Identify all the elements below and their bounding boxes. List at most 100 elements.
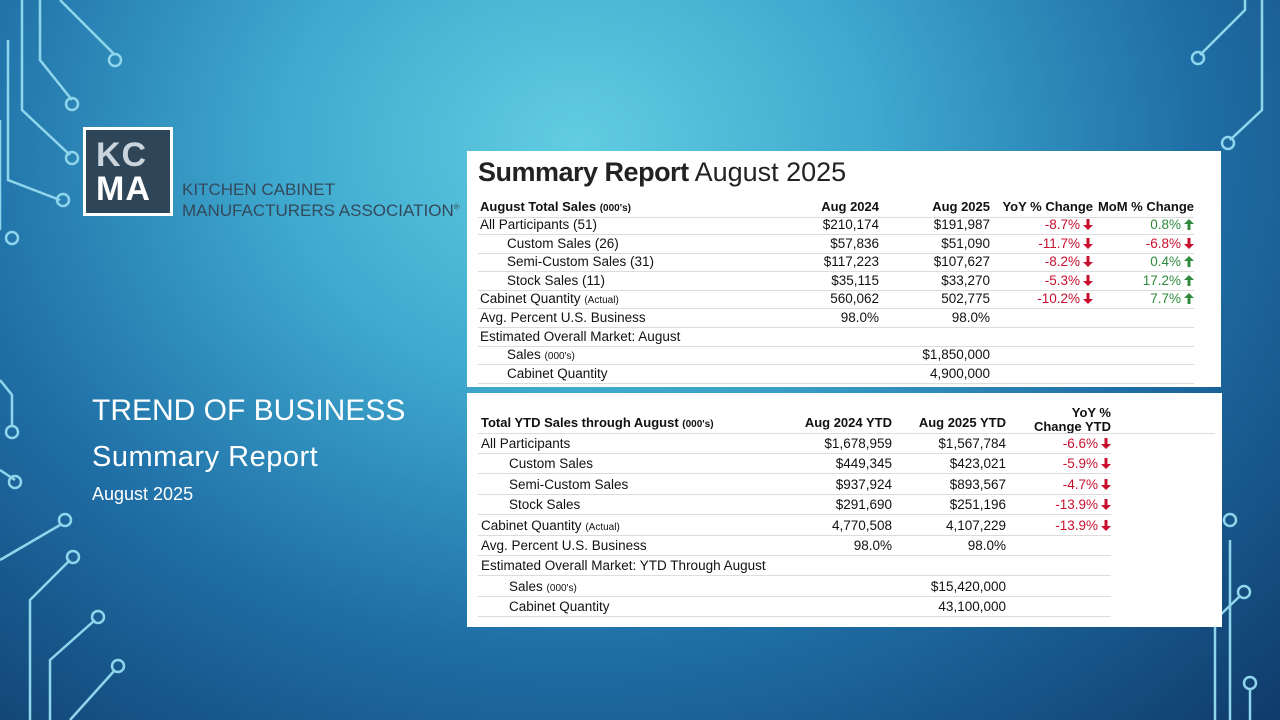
row-label: Cabinet Quantity: [509, 599, 610, 615]
down-arrow: [1083, 293, 1093, 305]
value-cell: $57,836: [830, 236, 879, 252]
cell-text: Sales: [509, 578, 543, 594]
cell-text: Aug 2024: [821, 199, 879, 214]
cell-text: 4,900,000: [929, 365, 990, 381]
row-rule: [478, 364, 1194, 366]
cell-text: $291,690: [835, 497, 892, 513]
cell-text: 0.8%: [1150, 217, 1181, 232]
cell-text: -13.9%: [1055, 497, 1098, 513]
row-rule: [478, 534, 1111, 536]
cell-text: 0.4%: [1150, 254, 1181, 270]
down-arrow: [1083, 219, 1093, 230]
value-cell: 98.0%: [968, 538, 1006, 554]
slide-date: August 2025: [92, 484, 194, 504]
cell-text: Aug 2024 YTD: [804, 415, 892, 430]
value-cell: $117,223: [824, 254, 879, 270]
cell-text: Semi-Custom Sales (31): [507, 254, 655, 270]
change-cell: -10.2%: [1037, 291, 1093, 307]
change-cell: -5.9%: [1063, 456, 1111, 472]
row-label: Avg. Percent U.S. Business: [480, 310, 646, 326]
cell-text: -8.7%: [1044, 217, 1080, 232]
cell-text: $1,567,784: [938, 436, 1006, 451]
row-label: Semi-Custom Sales: [509, 477, 628, 493]
cell-text: Cabinet Quantity: [509, 599, 610, 615]
change-cell: -8.7%: [1045, 217, 1093, 233]
row-rule: [478, 473, 1111, 475]
logo-box: KC MA: [83, 127, 173, 216]
cell-text: 98.0%: [951, 310, 990, 325]
cell-text: Avg. Percent U.S. Business: [481, 538, 647, 553]
up-arrow: [1184, 256, 1194, 268]
change-cell: -6.8%: [1146, 236, 1194, 252]
header-cell: Aug 2024 YTD: [805, 415, 892, 431]
row-label: Custom Sales: [509, 456, 593, 472]
row-label: Stock Sales (11): [507, 273, 605, 289]
row-rule: [478, 271, 1194, 273]
row-rule: [478, 345, 1194, 347]
ytd-panel: Total YTD Sales through August (000's) Au…: [467, 393, 1222, 627]
value-cell: $251,196: [950, 497, 1006, 513]
cell-text: 4,107,229: [945, 517, 1006, 533]
row-rule: [478, 382, 1194, 384]
cell-text: $191,987: [933, 217, 990, 232]
value-cell: $893,567: [950, 477, 1006, 493]
change-cell: -8.2%: [1045, 254, 1093, 270]
logo-letters: KC: [96, 136, 148, 174]
value-cell: 98.0%: [854, 538, 892, 554]
up-arrow: [1184, 274, 1194, 286]
row-label: All Participants: [481, 436, 570, 452]
cell-text: Estimated Overall Market: YTD Through Au…: [481, 558, 766, 574]
cell-text: $449,345: [835, 456, 892, 472]
change-cell: 0.4%: [1150, 254, 1194, 270]
row-label: Semi-Custom Sales (31): [507, 254, 654, 270]
cell-text: Stock Sales (11): [507, 272, 606, 288]
cell-note: (000's): [599, 203, 631, 214]
change-cell: -11.7%: [1038, 236, 1093, 252]
row-rule: [478, 327, 1194, 328]
row-rule: [478, 453, 1111, 454]
row-label: Cabinet Quantity (Actual): [480, 291, 619, 309]
cell-text: -11.7%: [1038, 235, 1080, 251]
cell-note: (000's): [546, 582, 577, 594]
value-cell: $1,678,959: [824, 436, 892, 452]
cell-text: Avg. Percent U.S. Business: [480, 310, 646, 325]
change-cell: 17.2%: [1143, 273, 1194, 289]
down-arrow: [1083, 237, 1093, 249]
cell-text: $15,420,000: [930, 578, 1006, 594]
logo-name: MANUFACTURERS ASSOCIATION®: [182, 201, 460, 221]
change-cell: -13.9%: [1055, 497, 1111, 513]
value-cell: $210,174: [823, 217, 879, 233]
value-cell: $15,420,000: [931, 579, 1006, 595]
change-cell: 0.8%: [1150, 217, 1194, 233]
row-rule: [478, 493, 1111, 495]
row-rule: [478, 616, 1111, 618]
header-rule: [478, 217, 1194, 218]
header-rule: [478, 433, 1215, 434]
value-cell: 98.0%: [841, 310, 879, 326]
cell-text: 560,062: [830, 291, 879, 307]
cell-note: (000's): [544, 351, 575, 363]
cell-note: (Actual): [585, 521, 620, 533]
header-cell: August Total Sales (000's): [480, 199, 631, 217]
value-cell: $291,690: [836, 497, 892, 513]
down-arrow: [1101, 458, 1111, 470]
down-arrow: [1101, 478, 1111, 490]
cell-text: All Participants (51): [480, 217, 598, 232]
cell-text: $251,196: [949, 497, 1006, 513]
cell-text: -4.7%: [1062, 476, 1098, 492]
row-rule: [478, 234, 1194, 235]
cell-text: 7.7%: [1150, 291, 1181, 307]
cell-text: $1,850,000: [922, 347, 990, 363]
down-arrow: [1101, 499, 1111, 511]
row-rule: [478, 514, 1111, 516]
down-arrow: [1083, 256, 1093, 268]
cell-text: Estimated Overall Market: August: [480, 328, 681, 344]
cell-text: $33,270: [941, 272, 990, 288]
row-label: Estimated Overall Market: August: [480, 329, 680, 345]
cell-text: Custom Sales: [509, 456, 594, 472]
report-title-rest: August 2025: [694, 157, 847, 187]
value-cell: $937,924: [836, 477, 892, 493]
cell-text: -6.8%: [1145, 235, 1181, 251]
cell-text: $937,924: [835, 476, 892, 492]
